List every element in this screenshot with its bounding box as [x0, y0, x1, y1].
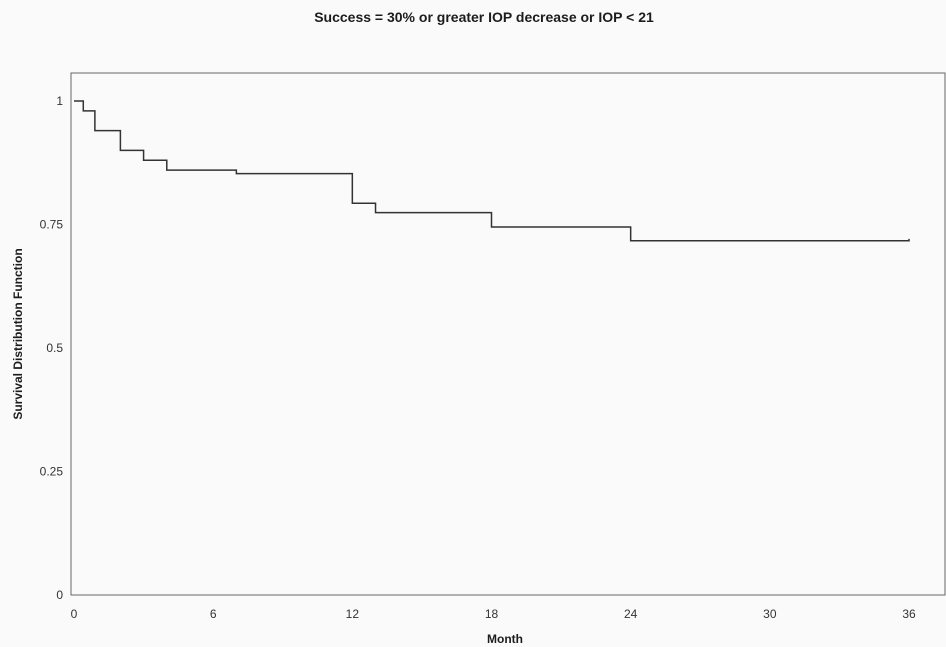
- y-tick-label: 0.75: [40, 218, 64, 232]
- y-tick-label: 0.25: [40, 465, 64, 479]
- y-tick-label: 1: [56, 94, 63, 108]
- series-layer: [74, 100, 910, 242]
- y-tick-label: 0.5: [46, 341, 63, 355]
- x-tick-label: 0: [71, 607, 78, 621]
- x-tick-label: 6: [210, 607, 217, 621]
- x-tick-label: 24: [624, 607, 638, 621]
- x-tick-label: 30: [763, 607, 777, 621]
- y-tick-label: 0: [56, 588, 63, 602]
- survival-step-line: [74, 100, 910, 242]
- x-axis-ticks: 0 6 12 18 24 30 36: [71, 607, 916, 621]
- x-tick-label: 12: [346, 607, 360, 621]
- chart-title: Success = 30% or greater IOP decrease or…: [314, 9, 654, 25]
- x-tick-label: 18: [485, 607, 499, 621]
- x-axis-label: Month: [487, 632, 523, 646]
- x-tick-label: 36: [902, 607, 916, 621]
- y-axis-ticks: 0 0.25 0.5 0.75 1: [40, 94, 64, 602]
- y-axis-label: Survival Distribution Function: [11, 248, 25, 419]
- plot-area-frame: [70, 72, 946, 596]
